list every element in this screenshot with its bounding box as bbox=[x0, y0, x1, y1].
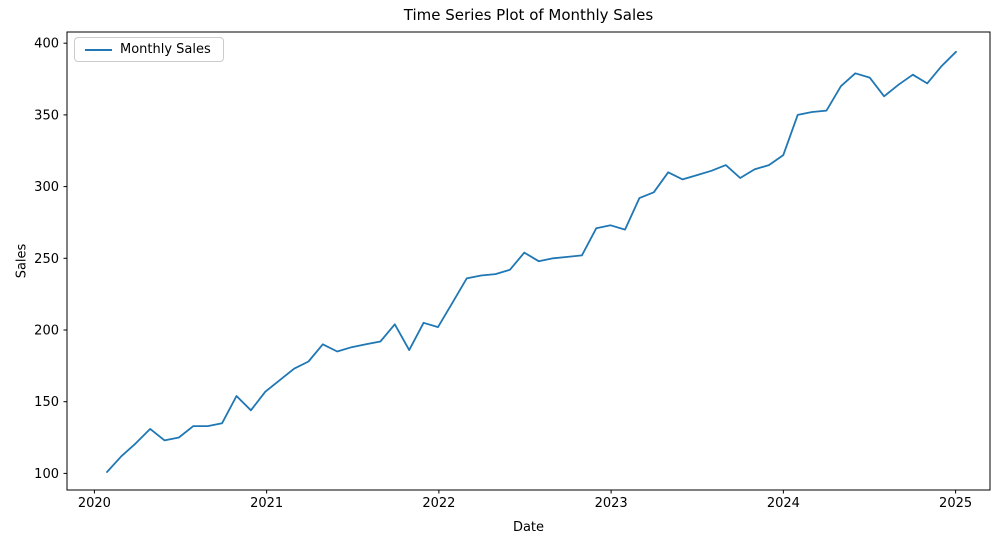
legend: Monthly Sales bbox=[74, 37, 224, 62]
x-axis-label: Date bbox=[512, 520, 545, 535]
x-tick-label: 2023 bbox=[595, 496, 628, 511]
y-tick-label: 150 bbox=[34, 395, 59, 410]
y-tick-label: 100 bbox=[34, 467, 59, 482]
y-axis-label: Sales bbox=[14, 243, 30, 279]
monthly-sales-line bbox=[106, 50, 957, 473]
y-tick-label: 250 bbox=[34, 252, 59, 267]
legend-label: Monthly Sales bbox=[120, 42, 211, 57]
y-tick-label: 400 bbox=[34, 37, 59, 52]
y-tick-label: 200 bbox=[34, 324, 59, 339]
x-tick-label: 2021 bbox=[250, 496, 283, 511]
x-tick-label: 2024 bbox=[767, 496, 800, 511]
x-tick-label: 2020 bbox=[78, 496, 111, 511]
chart-title: Time Series Plot of Monthly Sales bbox=[403, 6, 654, 24]
axes-spines bbox=[66, 31, 991, 491]
x-tick-label: 2022 bbox=[422, 496, 455, 511]
y-tick-label: 350 bbox=[34, 108, 59, 123]
x-tick-label: 2025 bbox=[939, 496, 972, 511]
y-tick-label: 300 bbox=[34, 180, 59, 195]
legend-line-sample bbox=[85, 48, 112, 51]
